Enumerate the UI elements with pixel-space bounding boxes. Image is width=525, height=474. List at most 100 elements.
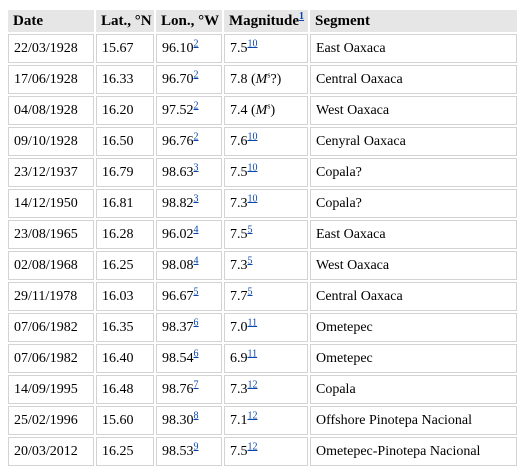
lon-ref-link[interactable]: 6 xyxy=(193,316,199,328)
magnitude-ref-link[interactable]: 11 xyxy=(247,347,258,359)
cell-magnitude: 7.011 xyxy=(224,313,308,342)
lat-value: 16.50 xyxy=(102,133,134,149)
cell-lon: 97.522 xyxy=(156,96,222,125)
lon-ref-link[interactable]: 6 xyxy=(193,347,199,359)
cell-magnitude: 7.312 xyxy=(224,375,308,404)
segment-value: Central Oaxaca xyxy=(316,71,403,87)
segment-value: Copala? xyxy=(316,164,362,180)
magnitude-ref-link[interactable]: 10 xyxy=(247,130,258,142)
cell-lat: 16.33 xyxy=(96,65,154,94)
cell-date: 23/08/1965 xyxy=(8,220,94,249)
lon-value: 98.53 xyxy=(162,443,194,459)
cell-segment: Ometepec xyxy=(310,313,517,342)
segment-value: West Oaxaca xyxy=(316,102,390,118)
header-row: Date Lat., °N Lon., °W Magnitude1 Segmen… xyxy=(8,10,517,32)
magnitude-ref-link[interactable]: 12 xyxy=(247,440,258,452)
cell-magnitude: 7.112 xyxy=(224,406,308,435)
lon-ref-link[interactable]: 3 xyxy=(193,192,199,204)
cell-date: 25/02/1996 xyxy=(8,406,94,435)
magnitude-ref-link[interactable]: 10 xyxy=(247,37,258,49)
magnitude-value: 7.5 xyxy=(230,226,248,242)
table-row: 02/08/1968 16.25 98.084 7.35 West Oaxaca xyxy=(8,251,517,280)
magnitude-value: 7.6 xyxy=(230,133,248,149)
segment-value: East Oaxaca xyxy=(316,226,386,242)
segment-value: Ometepec xyxy=(316,350,373,366)
segment-value: East Oaxaca xyxy=(316,40,386,56)
lon-value: 96.76 xyxy=(162,133,194,149)
magnitude-ref-link[interactable]: 12 xyxy=(247,378,258,390)
lat-value: 16.81 xyxy=(102,195,134,211)
lat-value: 16.79 xyxy=(102,164,134,180)
header-lat: Lat., °N xyxy=(96,10,154,32)
header-magnitude-ref-link[interactable]: 1 xyxy=(299,10,305,22)
lon-value: 96.02 xyxy=(162,226,194,242)
cell-magnitude: 7.75 xyxy=(224,282,308,311)
table-row: 04/08/1928 16.20 97.522 7.4 (Ms) West Oaxaca xyxy=(8,96,517,125)
magnitude-ref-link[interactable]: 5 xyxy=(247,254,253,266)
cell-lat: 16.25 xyxy=(96,437,154,466)
lon-ref-link[interactable]: 2 xyxy=(193,37,199,49)
date-value: 23/12/1937 xyxy=(14,164,78,180)
cell-magnitude: 7.4 (Ms) xyxy=(224,96,308,125)
lon-ref-link[interactable]: 2 xyxy=(193,68,199,80)
lon-ref-link[interactable]: 7 xyxy=(193,378,199,390)
table-row: 14/09/1995 16.48 98.767 7.312 Copala xyxy=(8,375,517,404)
cell-segment: Copala? xyxy=(310,189,517,218)
cell-lat: 16.81 xyxy=(96,189,154,218)
lon-ref-link[interactable]: 4 xyxy=(193,223,199,235)
cell-date: 14/09/1995 xyxy=(8,375,94,404)
lat-value: 15.67 xyxy=(102,40,134,56)
earthquake-table: Date Lat., °N Lon., °W Magnitude1 Segmen… xyxy=(6,8,519,468)
date-value: 29/11/1978 xyxy=(14,288,78,304)
cell-segment: Ometepec-Pinotepa Nacional xyxy=(310,437,517,466)
date-value: 23/08/1965 xyxy=(14,226,78,242)
cell-date: 07/06/1982 xyxy=(8,313,94,342)
cell-date: 14/12/1950 xyxy=(8,189,94,218)
lon-ref-link[interactable]: 4 xyxy=(193,254,199,266)
lat-value: 16.48 xyxy=(102,381,134,397)
magnitude-ref-link[interactable]: 11 xyxy=(247,316,258,328)
lon-ref-link[interactable]: 9 xyxy=(193,440,199,452)
cell-date: 29/11/1978 xyxy=(8,282,94,311)
cell-segment: West Oaxaca xyxy=(310,251,517,280)
cell-magnitude: 7.8 (Ms?) xyxy=(224,65,308,94)
lon-ref-link[interactable]: 2 xyxy=(193,99,199,111)
magnitude-value: 7.7 xyxy=(230,288,248,304)
magnitude-scale-note: (Ms) xyxy=(251,100,276,118)
magnitude-ref-link[interactable]: 5 xyxy=(247,223,253,235)
segment-value: Cenyral Oaxaca xyxy=(316,133,406,149)
lon-ref-link[interactable]: 3 xyxy=(193,161,199,173)
table-row: 29/11/1978 16.03 96.675 7.75 Central Oaxaca xyxy=(8,282,517,311)
segment-value: Central Oaxaca xyxy=(316,288,403,304)
lon-value: 96.67 xyxy=(162,288,194,304)
magnitude-value: 6.9 xyxy=(230,350,248,366)
cell-lat: 15.60 xyxy=(96,406,154,435)
cell-lat: 16.25 xyxy=(96,251,154,280)
magnitude-value: 7.5 xyxy=(230,164,248,180)
cell-segment: East Oaxaca xyxy=(310,220,517,249)
cell-lon: 98.376 xyxy=(156,313,222,342)
magnitude-ref-link[interactable]: 10 xyxy=(247,192,258,204)
date-value: 25/02/1996 xyxy=(14,412,78,428)
date-value: 14/09/1995 xyxy=(14,381,78,397)
magnitude-value: 7.5 xyxy=(230,443,248,459)
lon-value: 97.52 xyxy=(162,102,194,118)
lat-value: 16.35 xyxy=(102,319,134,335)
magnitude-ref-link[interactable]: 5 xyxy=(247,285,253,297)
lon-ref-link[interactable]: 5 xyxy=(193,285,199,297)
table-row: 23/12/1937 16.79 98.633 7.510 Copala? xyxy=(8,158,517,187)
cell-magnitude: 7.55 xyxy=(224,220,308,249)
lon-ref-link[interactable]: 8 xyxy=(193,409,199,421)
magnitude-ref-link[interactable]: 10 xyxy=(247,161,258,173)
cell-lat: 16.50 xyxy=(96,127,154,156)
header-date: Date xyxy=(8,10,94,32)
date-value: 17/06/1928 xyxy=(14,71,78,87)
cell-date: 17/06/1928 xyxy=(8,65,94,94)
lon-ref-link[interactable]: 2 xyxy=(193,130,199,142)
cell-segment: West Oaxaca xyxy=(310,96,517,125)
magnitude-ref-link[interactable]: 12 xyxy=(247,409,258,421)
magnitude-value: 7.3 xyxy=(230,195,248,211)
lat-value: 16.20 xyxy=(102,102,134,118)
cell-lon: 98.767 xyxy=(156,375,222,404)
